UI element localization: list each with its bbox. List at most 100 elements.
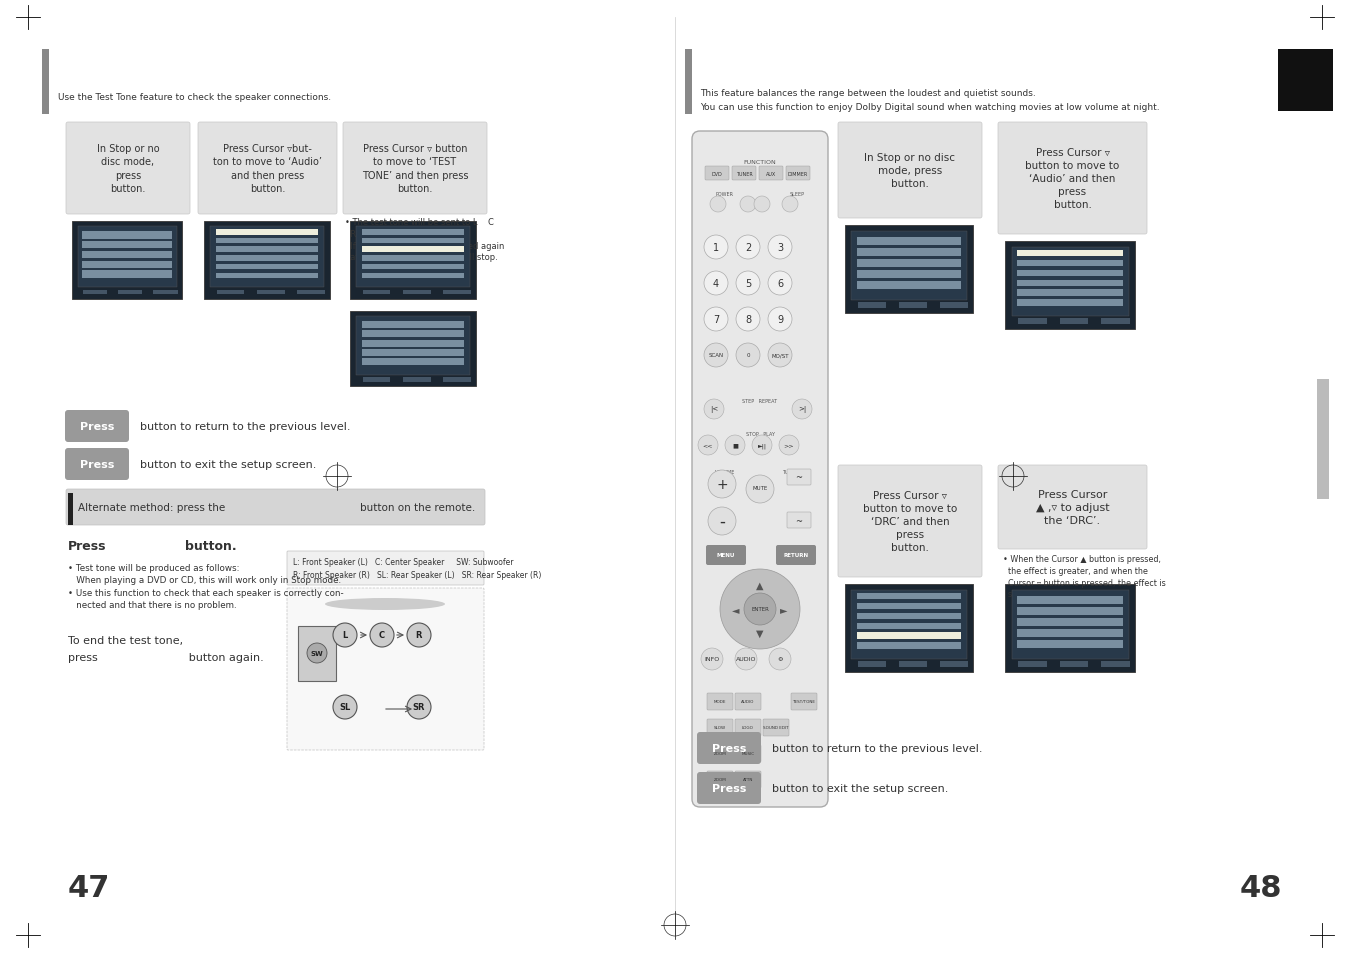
Bar <box>216 247 319 253</box>
Bar <box>857 271 961 278</box>
Bar <box>82 291 107 295</box>
Bar <box>857 594 961 599</box>
Bar <box>82 271 171 278</box>
Text: INFO: INFO <box>705 657 720 661</box>
Text: Press Cursor ▿
button to move to
‘Audio’ and then
press
button.: Press Cursor ▿ button to move to ‘Audio’… <box>1026 148 1119 211</box>
Text: button to exit the setup screen.: button to exit the setup screen. <box>140 459 316 470</box>
Text: AUX: AUX <box>765 172 776 176</box>
Bar <box>857 237 961 246</box>
Text: MENU: MENU <box>717 553 736 558</box>
Bar <box>256 291 285 295</box>
Text: 48: 48 <box>1239 874 1282 902</box>
FancyBboxPatch shape <box>786 167 810 181</box>
Text: ◄: ◄ <box>732 604 740 615</box>
Circle shape <box>779 436 799 456</box>
Bar <box>362 265 464 271</box>
Text: • Test tone will be produced as follows:
   When playing a DVD or CD, this will : • Test tone will be produced as follows:… <box>68 563 344 610</box>
Circle shape <box>333 696 356 720</box>
Bar <box>899 303 927 309</box>
Circle shape <box>744 594 776 625</box>
Bar <box>402 377 431 382</box>
FancyBboxPatch shape <box>838 123 981 219</box>
Text: button to return to the previous level.: button to return to the previous level. <box>772 743 983 753</box>
Text: ~: ~ <box>795 473 802 482</box>
Text: Press: Press <box>68 539 107 553</box>
Text: ►||: ►|| <box>757 443 767 448</box>
Bar <box>852 232 967 300</box>
Bar <box>1060 319 1088 324</box>
Text: 2: 2 <box>745 243 751 253</box>
Text: |<: |< <box>710 406 718 413</box>
Bar <box>362 274 464 279</box>
Circle shape <box>707 471 736 498</box>
Text: VOLUME: VOLUME <box>716 470 736 475</box>
Text: R: R <box>416 631 423 639</box>
Circle shape <box>755 196 770 213</box>
Circle shape <box>698 436 718 456</box>
Circle shape <box>370 623 394 647</box>
Text: SL: SL <box>339 702 351 712</box>
Bar <box>362 238 464 244</box>
FancyBboxPatch shape <box>707 720 733 737</box>
Text: In Stop or no
disc mode,
press
button.: In Stop or no disc mode, press button. <box>97 144 159 193</box>
Text: 6: 6 <box>778 278 783 289</box>
Bar <box>684 50 693 115</box>
Text: 3: 3 <box>778 243 783 253</box>
FancyBboxPatch shape <box>707 771 733 788</box>
Text: R: Front Speaker (R)   SL: Rear Speaker (L)   SR: Rear Speaker (R): R: Front Speaker (R) SL: Rear Speaker (L… <box>293 571 541 579</box>
Bar <box>940 661 968 667</box>
Circle shape <box>701 648 724 670</box>
FancyBboxPatch shape <box>734 693 761 710</box>
Circle shape <box>736 344 760 368</box>
Bar <box>1018 661 1046 667</box>
Bar <box>1018 319 1046 324</box>
FancyBboxPatch shape <box>66 123 190 214</box>
FancyBboxPatch shape <box>787 513 811 529</box>
Text: MUTE: MUTE <box>752 486 768 491</box>
Text: >>: >> <box>784 443 794 448</box>
FancyBboxPatch shape <box>732 167 756 181</box>
Text: button on the remote.: button on the remote. <box>360 502 475 513</box>
Bar <box>216 230 319 235</box>
Text: AUDIO: AUDIO <box>741 700 755 703</box>
Text: button to return to the previous level.: button to return to the previous level. <box>140 421 351 432</box>
Bar <box>1278 50 1332 112</box>
Bar <box>362 230 464 235</box>
Bar <box>857 603 961 610</box>
Bar <box>363 291 390 295</box>
Text: Press: Press <box>80 459 115 470</box>
Circle shape <box>703 272 728 295</box>
Text: button.: button. <box>185 539 236 553</box>
FancyBboxPatch shape <box>787 470 811 485</box>
Text: L: Front Speaker (L)   C: Center Speaker     SW: Subwoofer: L: Front Speaker (L) C: Center Speaker S… <box>293 558 513 567</box>
Bar <box>1011 248 1129 316</box>
Text: 47: 47 <box>68 874 111 902</box>
Text: ~: ~ <box>795 517 802 526</box>
Bar <box>216 255 319 261</box>
Bar <box>1018 596 1123 604</box>
FancyBboxPatch shape <box>734 720 761 737</box>
Text: +: + <box>717 477 728 492</box>
Text: SLEEP: SLEEP <box>790 193 805 197</box>
Bar <box>356 227 470 288</box>
Bar <box>857 303 886 309</box>
Text: SCAN: SCAN <box>709 354 724 358</box>
Circle shape <box>752 436 772 456</box>
Text: Press: Press <box>711 783 747 793</box>
Circle shape <box>703 235 728 260</box>
Circle shape <box>703 308 728 332</box>
Text: 5: 5 <box>745 278 751 289</box>
Text: To end the test tone,
press                          button again.: To end the test tone, press button again… <box>68 636 263 662</box>
Circle shape <box>306 643 327 663</box>
FancyBboxPatch shape <box>707 693 733 710</box>
Bar <box>216 238 319 244</box>
FancyBboxPatch shape <box>707 745 733 762</box>
FancyBboxPatch shape <box>343 123 487 214</box>
Bar <box>1018 300 1123 306</box>
Text: AUDIO: AUDIO <box>736 657 756 661</box>
Text: Press Cursor ▿ button
to move to ‘TEST
TONE’ and then press
button.: Press Cursor ▿ button to move to ‘TEST T… <box>362 144 468 193</box>
Bar <box>42 50 49 115</box>
Bar <box>845 226 973 314</box>
Circle shape <box>703 399 724 419</box>
Text: 9: 9 <box>778 314 783 325</box>
